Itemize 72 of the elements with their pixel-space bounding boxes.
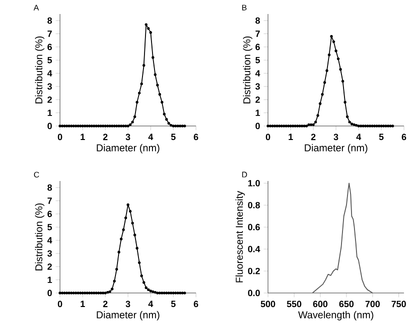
x-tick-label: 2 (311, 134, 316, 140)
y-tick-label: 3 (47, 83, 52, 90)
x-tick-label: 600 (313, 300, 328, 308)
y-tick-label: 1 (48, 276, 52, 283)
y-tick-label: 1 (48, 110, 52, 116)
x-tick-label: 6 (194, 134, 198, 140)
y-tick-label: 4 (47, 70, 52, 76)
y-axis-title: Fluorescent Intensity (236, 190, 245, 282)
y-tick-label: 0.6 (248, 224, 260, 230)
y-tick-label: 5 (47, 56, 52, 64)
x-tick-label: 0 (266, 134, 270, 140)
x-tick-label: 550 (286, 300, 302, 308)
x-tick-label: 1 (80, 134, 85, 140)
y-tick-label: 0 (48, 122, 52, 130)
y-axis-title: Distribution (%) (243, 36, 252, 104)
x-tick-label: 2 (103, 134, 108, 140)
y-tick-label: 6 (48, 44, 52, 50)
y-tick-label: 0 (256, 122, 260, 130)
chart-title: C (34, 172, 40, 178)
y-tick-label: 2 (256, 96, 260, 103)
y-tick-label: 3 (255, 83, 260, 90)
y-tick-label: 4 (255, 70, 260, 76)
y-tick-label: 7 (48, 30, 52, 37)
x-tick-label: 5 (379, 134, 384, 140)
x-tick-label: 5 (171, 300, 176, 308)
y-tick-label: 3 (47, 250, 52, 257)
y-tick-label: 0.2 (248, 268, 260, 274)
y-tick-label: 8 (47, 184, 52, 191)
y-tick-label: 2 (48, 263, 52, 270)
y-tick-label: 2 (48, 96, 52, 103)
chart-title: A (34, 4, 39, 10)
y-tick-label: 7 (256, 30, 260, 37)
x-tick-label: 3 (334, 134, 338, 140)
x-tick-label: 2 (103, 300, 108, 308)
x-tick-label: 3 (126, 300, 130, 308)
x-axis-title: Diameter (nm) (96, 144, 160, 154)
x-tick-label: 6 (194, 300, 198, 308)
x-tick-label: 1 (80, 300, 85, 307)
y-axis-title: Distribution (%) (35, 36, 44, 104)
x-tick-label: 6 (402, 134, 406, 140)
x-tick-label: 650 (339, 300, 354, 308)
x-tick-label: 500 (260, 300, 276, 308)
y-axis-title: Distribution (%) (35, 203, 44, 270)
y-tick-label: 6 (48, 210, 52, 218)
y-tick-label: 5 (255, 56, 260, 64)
y-tick-label: 4 (47, 237, 52, 244)
x-tick-label: 3 (126, 134, 130, 140)
y-tick-label: 1 (256, 110, 260, 116)
y-tick-label: 0.0 (248, 290, 260, 296)
y-tick-label: 0.4 (248, 246, 260, 252)
x-tick-label: 4 (148, 300, 154, 307)
x-axis-title: Wavelength (nm) (298, 311, 374, 320)
x-tick-label: 4 (356, 134, 362, 140)
x-tick-label: 750 (392, 300, 406, 308)
chart-title: D (242, 172, 248, 178)
x-tick-label: 0 (58, 134, 62, 140)
y-tick-label: 6 (256, 44, 260, 50)
y-tick-label: 0 (48, 290, 52, 296)
x-axis-title: Diameter (nm) (304, 144, 368, 154)
y-tick-label: 7 (48, 198, 52, 204)
x-axis-title: Diameter (nm) (96, 311, 160, 320)
chart-title: B (242, 4, 247, 10)
y-tick-label: 1.0 (248, 180, 260, 186)
y-tick-label: 8 (255, 17, 260, 24)
x-tick-label: 0 (58, 300, 62, 308)
x-tick-label: 700 (365, 300, 380, 308)
x-tick-label: 4 (148, 134, 154, 140)
y-tick-label: 0.8 (248, 202, 260, 208)
x-tick-label: 1 (288, 134, 293, 140)
y-tick-label: 8 (47, 17, 52, 24)
x-tick-label: 5 (171, 134, 176, 140)
y-tick-label: 5 (47, 224, 52, 230)
